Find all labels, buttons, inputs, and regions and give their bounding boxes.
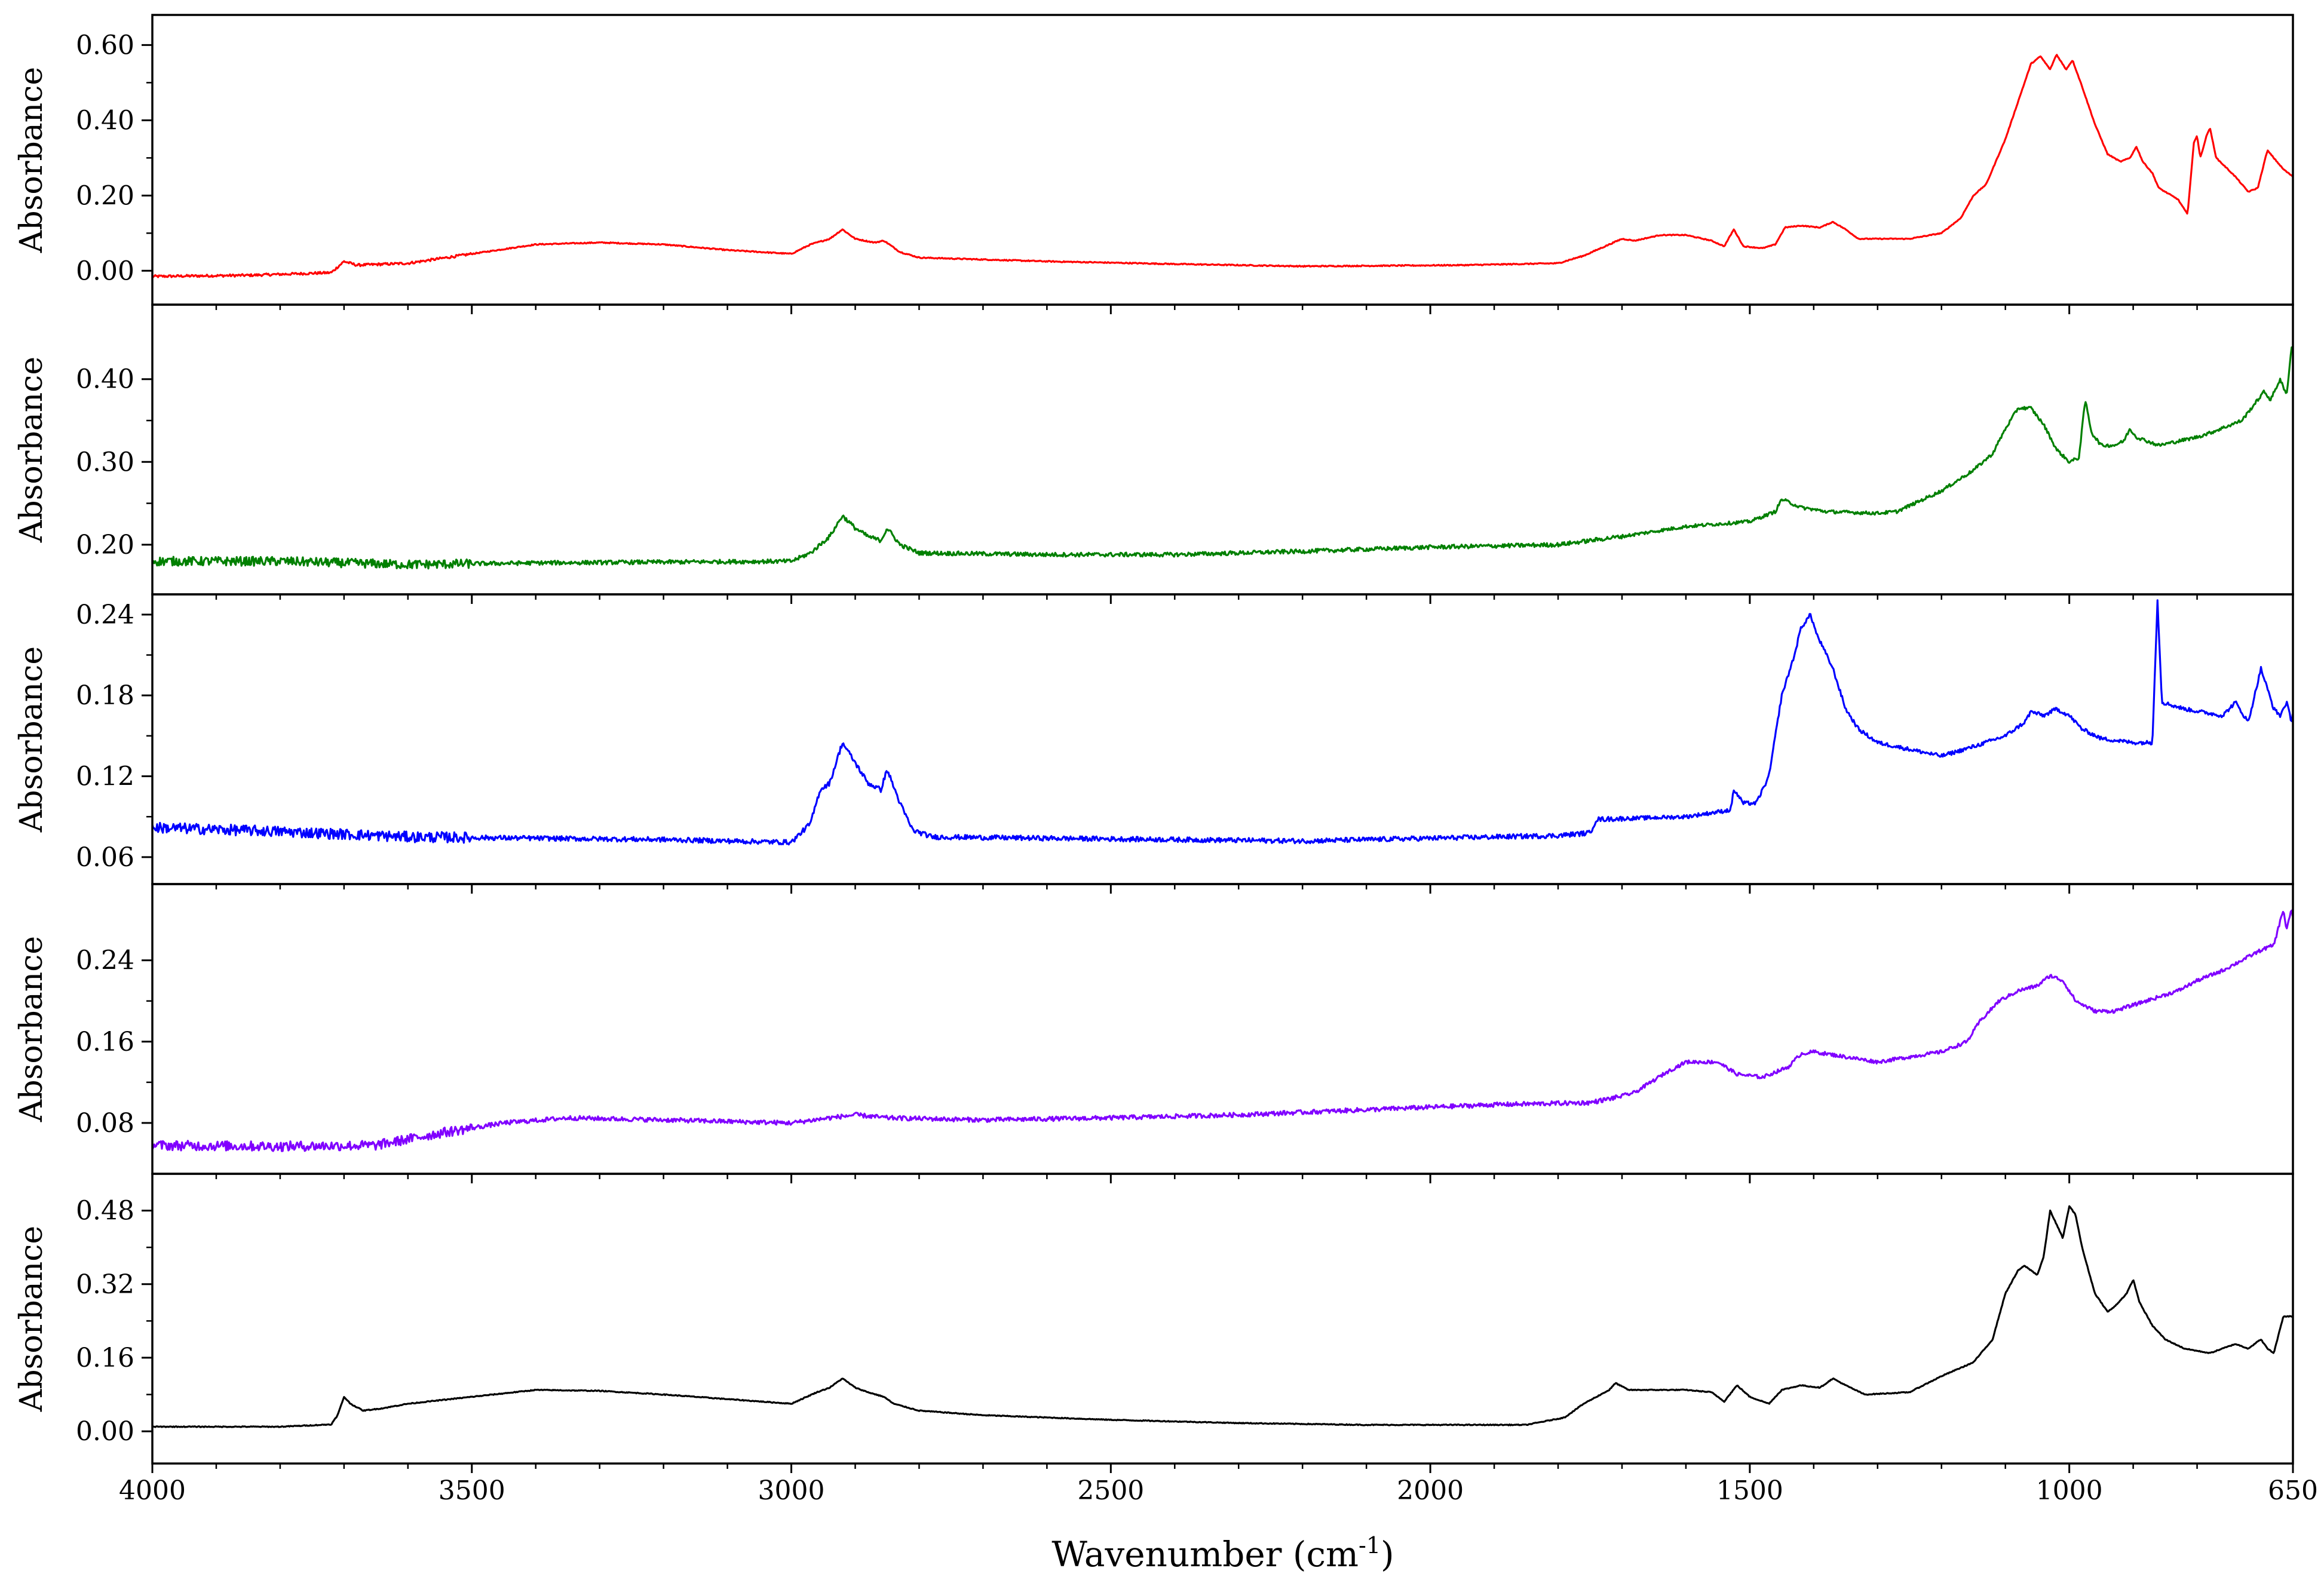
x-tick-label: 3500	[439, 1475, 505, 1506]
y-tick-label: 0.32	[76, 1269, 134, 1300]
y-axis-title-5: Absorbance	[14, 1226, 50, 1412]
spectrum-panels: 0.00 0.20 0.40 0.60 Absorbance 0.20 0.30 0.40 Ab…	[14, 14, 2294, 1473]
y-tick-label: 0.24	[76, 946, 134, 976]
y-tick-label: 0.20	[76, 530, 134, 560]
spectrum-line-2	[152, 346, 2293, 570]
panel-frame-5	[151, 1173, 2294, 1465]
x-tick-label: 4000	[119, 1475, 186, 1506]
y-tick-label: 0.00	[76, 256, 134, 286]
panel-1: 0.00 0.20 0.40 0.60 Absorbance	[14, 14, 2294, 314]
x-axis: 4000 3500 3000 2500 2000 1500 1000 650	[119, 1475, 2318, 1506]
spectrum-line-3	[152, 599, 2293, 846]
y-tick-label: 0.16	[76, 1343, 134, 1373]
spectrum-line-1	[152, 54, 2293, 278]
panel-frame-1	[151, 14, 2294, 306]
panel-3: 0.06 0.12 0.18 0.24 Absorbance	[14, 593, 2294, 894]
spectrum-line-4	[152, 909, 2293, 1152]
x-axis-title-superscript: -1	[1359, 1532, 1381, 1558]
x-axis-title-main: Wavenumber (cm	[1051, 1534, 1359, 1575]
y-axis-title-2: Absorbance	[14, 357, 50, 543]
y-tick-label: 0.48	[76, 1196, 134, 1226]
y-tick-label: 0.18	[76, 680, 134, 711]
y-tick-label: 0.40	[76, 364, 134, 395]
y-tick-label: 0.12	[76, 762, 134, 792]
y-tick-label: 0.30	[76, 447, 134, 477]
x-tick-label: 2500	[1077, 1475, 1144, 1506]
y-tick-label: 0.06	[76, 842, 134, 873]
y-tick-label: 0.00	[76, 1416, 134, 1447]
x-tick-label: 1500	[1716, 1475, 1783, 1506]
panel-frame-4	[151, 883, 2294, 1175]
y-tick-label: 0.60	[76, 30, 134, 60]
x-tick-label: 1000	[2036, 1475, 2103, 1506]
y-tick-label: 0.40	[76, 105, 134, 136]
panel-frame-2	[151, 303, 2294, 596]
x-tick-label: 3000	[758, 1475, 825, 1506]
x-tick-label: 650	[2268, 1475, 2318, 1506]
panel-5: 0.00 0.16 0.32 0.48 Absorbance	[14, 1173, 2294, 1473]
y-tick-label: 0.08	[76, 1108, 134, 1139]
x-axis-title: Wavenumber (cm-1)	[1051, 1532, 1394, 1575]
spectrum-line-5	[152, 1205, 2293, 1428]
y-tick-label: 0.16	[76, 1027, 134, 1057]
panel-2: 0.20 0.30 0.40 Absorbance	[14, 303, 2294, 604]
x-tick-label: 2000	[1397, 1475, 1464, 1506]
y-axis-title-4: Absorbance	[14, 936, 50, 1122]
y-axis-title-1: Absorbance	[14, 67, 50, 253]
y-tick-label: 0.24	[76, 600, 134, 630]
x-axis-title-end: )	[1381, 1534, 1394, 1575]
y-axis-title-3: Absorbance	[14, 646, 50, 833]
panel-4: 0.08 0.16 0.24 Absorbance	[14, 883, 2294, 1183]
y-tick-label: 0.20	[76, 180, 134, 211]
